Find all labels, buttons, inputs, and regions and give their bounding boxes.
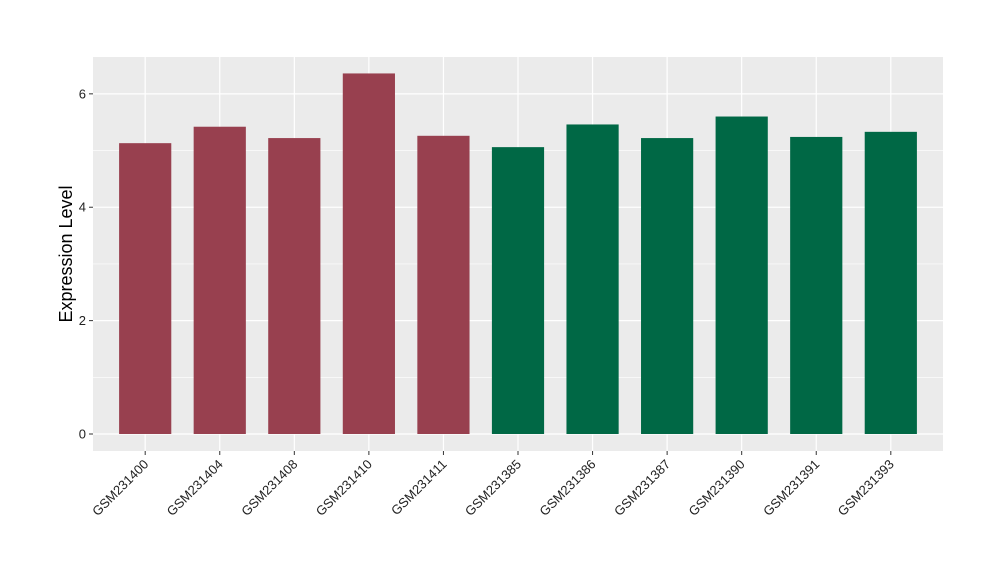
- x-tick-label: GSM231386: [536, 457, 598, 519]
- y-tick-label: 6: [79, 86, 86, 101]
- x-tick-label: GSM231404: [164, 457, 226, 519]
- x-tick-label: GSM231408: [238, 457, 300, 519]
- x-tick-label: GSM231411: [388, 457, 450, 519]
- x-tick-label: GSM231390: [686, 457, 748, 519]
- bar-GSM231400: [119, 143, 172, 434]
- bar-GSM231393: [864, 131, 917, 434]
- x-axis: GSM231400 GSM231404 GSM231408 GSM231410 GSM2…: [89, 451, 897, 519]
- y-tick-label: 4: [79, 200, 86, 215]
- x-tick-label: GSM231385: [462, 457, 524, 519]
- x-tick-label: GSM231400: [89, 457, 151, 519]
- bar-GSM231411: [417, 135, 470, 434]
- y-tick-label: 2: [79, 313, 86, 328]
- y-axis-title: Expression Level: [56, 185, 76, 322]
- y-axis: 0 2 4 6: [79, 86, 93, 441]
- bar-GSM231408: [268, 138, 321, 434]
- x-tick-label: GSM231387: [611, 457, 673, 519]
- bars-group: [119, 73, 917, 434]
- bar-GSM231387: [641, 138, 694, 434]
- bar-GSM231386: [566, 124, 619, 434]
- y-tick-label: 0: [79, 426, 86, 441]
- x-tick-label: GSM231393: [835, 457, 897, 519]
- x-tick-label: GSM231410: [313, 457, 375, 519]
- bar-GSM231391: [790, 136, 843, 434]
- x-tick-label: GSM231391: [760, 457, 822, 519]
- bar-GSM231410: [342, 73, 395, 434]
- bar-GSM231390: [715, 116, 768, 434]
- bar-GSM231385: [491, 147, 545, 434]
- bar-GSM231404: [193, 126, 246, 434]
